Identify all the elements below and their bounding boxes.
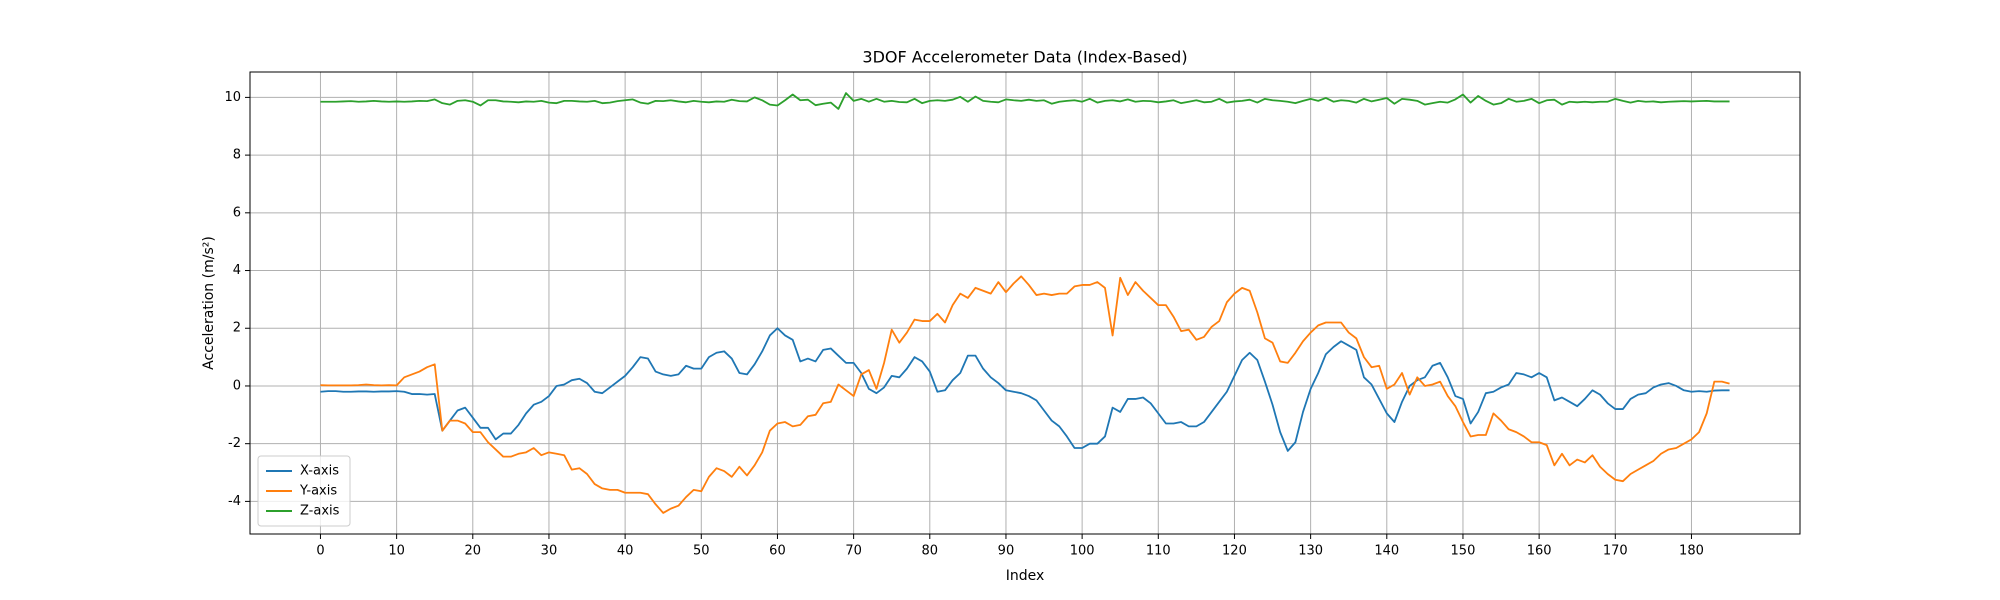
- x-tick-label: 70: [845, 544, 862, 559]
- x-tick-label: 60: [769, 544, 786, 559]
- x-tick-label: 20: [465, 544, 482, 559]
- x-tick-label: 10: [388, 544, 405, 559]
- x-tick-label: 0: [316, 544, 324, 559]
- y-tick-label: 10: [224, 90, 241, 105]
- y-tick-label: 0: [233, 378, 241, 393]
- plot-frame: [249, 71, 1801, 535]
- legend-label: Y-axis: [299, 484, 337, 499]
- x-tick-label: 110: [1146, 544, 1171, 559]
- x-tick-label: 130: [1298, 544, 1323, 559]
- legend-box: [257, 455, 351, 527]
- legend: X-axis Y-axis Z-axis: [257, 455, 351, 527]
- x-tick-label: 180: [1679, 544, 1704, 559]
- x-tick-label: 160: [1527, 544, 1552, 559]
- chart-title: 3DOF Accelerometer Data (Index-Based): [862, 48, 1187, 67]
- y-tick-label: -4: [228, 494, 241, 509]
- x-tick-label: 50: [693, 544, 710, 559]
- data-line: [320, 92, 1730, 110]
- x-tick-label: 40: [617, 544, 634, 559]
- x-tick-label: 30: [541, 544, 558, 559]
- x-tick-label: 90: [998, 544, 1015, 559]
- x-tick-label: 100: [1070, 544, 1095, 559]
- x-axis-label: Index: [1006, 568, 1045, 584]
- y-tick-label: 4: [233, 263, 241, 278]
- x-tick-label: 170: [1603, 544, 1628, 559]
- plot-lines: [320, 92, 1730, 514]
- grid: [250, 72, 1800, 534]
- data-line: [320, 275, 1730, 514]
- x-tick-label: 150: [1451, 544, 1476, 559]
- y-tick-label: 2: [233, 321, 241, 336]
- x-tick-label: 80: [922, 544, 939, 559]
- data-line: [320, 327, 1730, 452]
- y-tick-label: 6: [233, 205, 241, 220]
- legend-label: Z-axis: [300, 504, 340, 519]
- x-tick-label: 120: [1222, 544, 1247, 559]
- y-axis-label: Acceleration (m/s²): [201, 236, 217, 370]
- y-tick-label: -2: [228, 436, 241, 451]
- ticks: 0 10 20 30 40 50 60 70 80 90 100 110 120 130 140 150 160…: [224, 90, 1703, 559]
- x-tick-label: 140: [1374, 544, 1399, 559]
- y-tick-label: 8: [233, 148, 241, 163]
- legend-label: X-axis: [300, 464, 339, 479]
